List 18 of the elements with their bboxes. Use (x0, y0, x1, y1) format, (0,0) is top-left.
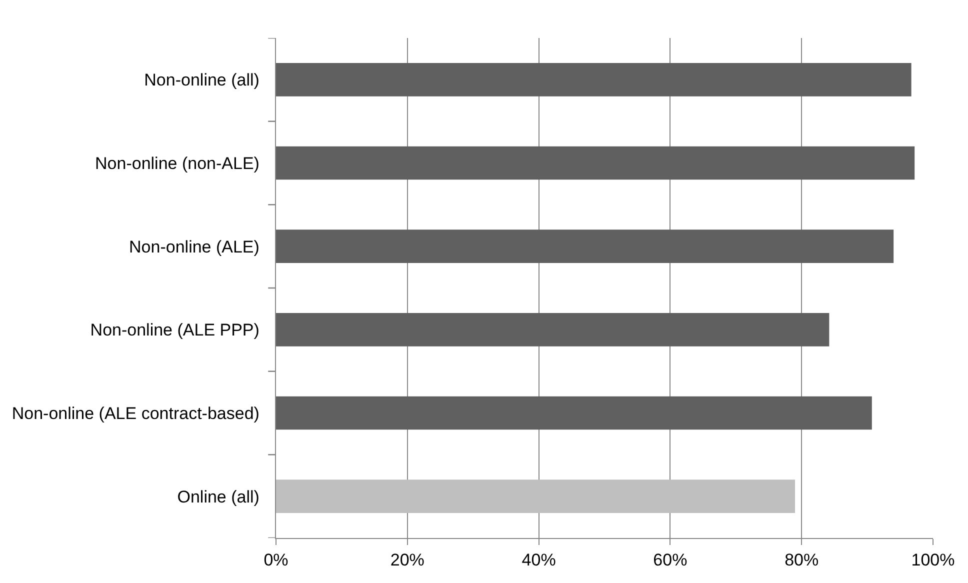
y-tick-label: Non-online (ALE) (129, 237, 260, 256)
x-tick-label: 100% (911, 550, 955, 570)
x-tick-label: 20% (390, 550, 424, 570)
y-tick-label: Non-online (ALE contract-based) (12, 404, 260, 423)
bar (276, 63, 912, 96)
y-tick-label: Online (all) (177, 487, 260, 506)
bar (276, 230, 894, 263)
x-tick-label: 80% (784, 550, 819, 570)
x-tick-label: 0% (264, 550, 288, 570)
x-tick-label: 40% (522, 550, 556, 570)
y-tick-label: Non-online (ALE PPP) (90, 320, 260, 340)
x-tick-label: 60% (653, 550, 688, 570)
bar (276, 146, 915, 180)
bar (276, 313, 830, 346)
bar (276, 480, 796, 513)
y-tick-label: Non-online (non-ALE) (95, 154, 260, 173)
bar (276, 396, 872, 430)
y-tick-label: Non-online (all) (144, 70, 260, 90)
